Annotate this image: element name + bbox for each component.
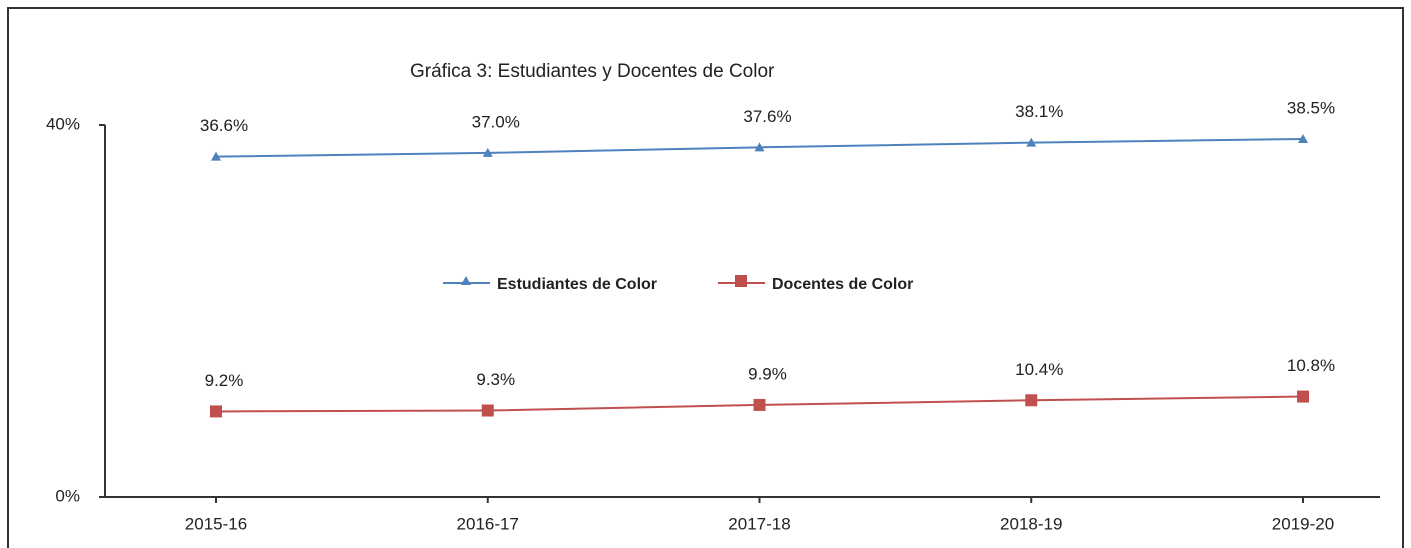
data-label: 37.0% — [472, 112, 520, 131]
data-label: 37.6% — [743, 107, 791, 126]
x-tick-label: 2017-18 — [728, 514, 790, 533]
data-label: 9.3% — [476, 370, 515, 389]
chart-title: Gráfica 3: Estudiantes y Docentes de Col… — [410, 61, 775, 82]
x-tick-label: 2019-20 — [1272, 514, 1334, 533]
chart-frame — [7, 7, 1404, 548]
marker — [1297, 390, 1309, 403]
marker — [754, 142, 765, 152]
marker — [461, 276, 471, 285]
data-label: 38.1% — [1015, 102, 1063, 121]
y-tick-label: 40% — [46, 114, 80, 133]
marker — [211, 151, 221, 161]
marker — [482, 147, 493, 157]
data-label: 9.9% — [748, 364, 787, 383]
marker — [1025, 394, 1038, 407]
marker — [1298, 133, 1308, 143]
x-tick-label: 2015-16 — [185, 514, 247, 533]
x-tick-label: 2016-17 — [457, 514, 519, 533]
marker — [735, 275, 747, 287]
data-label: 9.2% — [205, 371, 244, 390]
y-tick-label: 0% — [55, 486, 80, 505]
marker — [753, 398, 766, 411]
data-label: 36.6% — [200, 116, 248, 135]
data-label: 10.4% — [1015, 360, 1063, 379]
marker — [210, 405, 222, 418]
legend-text: Docentes de Color — [772, 276, 913, 293]
data-label: 10.8% — [1287, 356, 1335, 375]
marker — [1026, 137, 1037, 147]
data-label: 38.5% — [1287, 98, 1335, 117]
legend-text: Estudiantes de Color — [497, 276, 657, 293]
x-tick-label: 2018-19 — [1000, 514, 1062, 533]
marker — [481, 404, 494, 417]
